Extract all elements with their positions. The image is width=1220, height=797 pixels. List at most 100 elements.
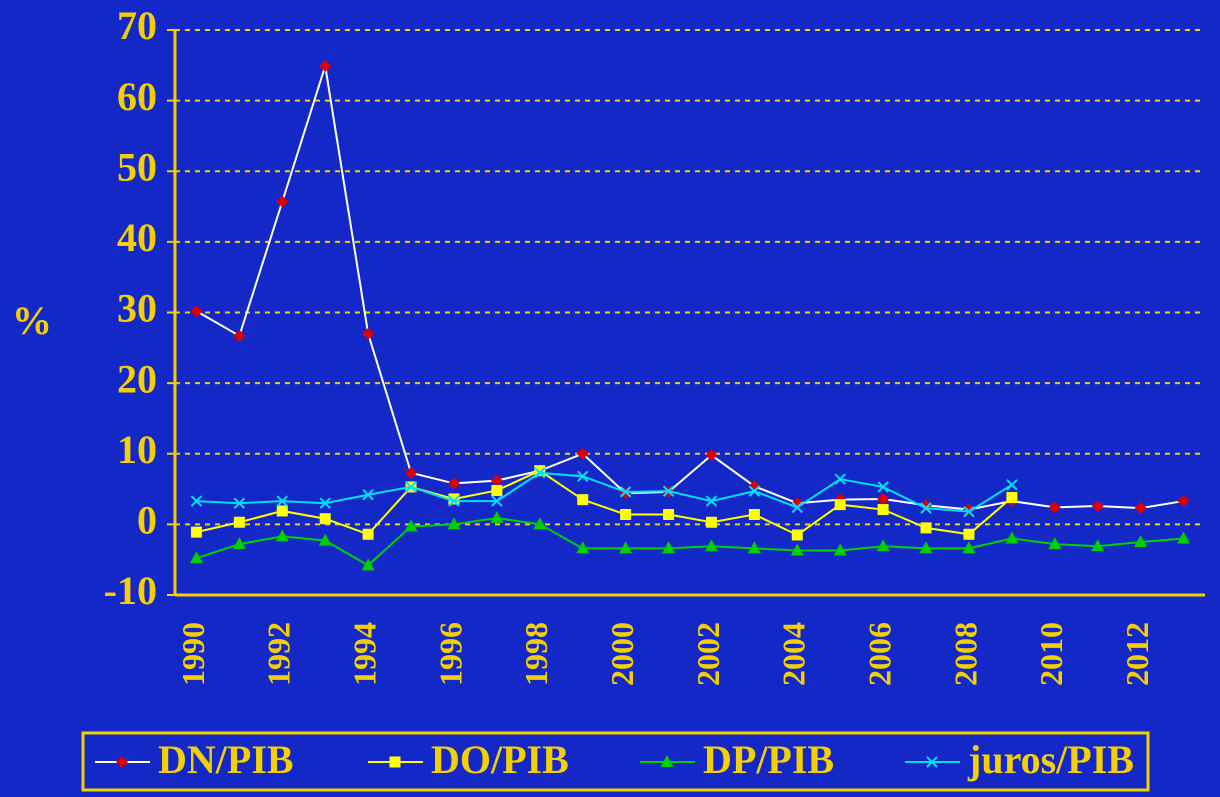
y-tick-label: 0	[137, 498, 157, 543]
marker	[834, 499, 846, 511]
x-tick-label: 2002	[690, 622, 726, 686]
marker	[705, 449, 718, 462]
marker	[448, 495, 460, 507]
marker	[490, 511, 504, 524]
marker	[490, 474, 503, 487]
marker	[660, 755, 674, 767]
x-tick-label: 1992	[261, 622, 297, 686]
x-tick-label: 2000	[604, 622, 640, 686]
x-tick-label: 1996	[432, 622, 468, 686]
series-line	[196, 471, 1013, 513]
marker	[963, 528, 975, 540]
marker	[1005, 531, 1019, 544]
x-tick-label: 1990	[175, 622, 211, 686]
marker	[362, 528, 374, 540]
marker	[663, 508, 675, 520]
marker	[233, 516, 245, 528]
marker	[319, 60, 332, 73]
marker	[962, 503, 975, 516]
marker	[1177, 531, 1191, 544]
marker	[361, 558, 375, 571]
marker	[276, 505, 288, 517]
legend-label: DO/PIB	[431, 737, 569, 782]
marker	[919, 541, 933, 554]
marker	[876, 539, 890, 552]
marker	[1177, 495, 1190, 508]
marker	[319, 497, 331, 509]
marker	[448, 493, 460, 505]
marker	[189, 551, 203, 564]
marker	[791, 501, 803, 514]
legend-label: juros/PIB	[967, 737, 1134, 782]
series-line	[195, 65, 1184, 511]
marker	[790, 543, 804, 556]
marker	[190, 526, 202, 538]
marker	[233, 329, 246, 342]
y-tick-label: 40	[117, 215, 157, 260]
y-axis-label: %	[12, 298, 52, 343]
marker	[404, 519, 418, 532]
marker	[576, 541, 590, 554]
y-tick-label: 50	[117, 144, 157, 189]
marker	[362, 327, 375, 340]
marker	[877, 492, 890, 505]
marker	[276, 495, 288, 507]
x-tick-label: 2006	[861, 622, 897, 686]
legend: DN/PIB DO/PIB DP/PIB juros/PIB	[81, 731, 1150, 792]
marker	[926, 756, 938, 768]
marker	[620, 508, 632, 520]
x-tick-label: 2012	[1119, 622, 1155, 686]
x-tick-label: 2008	[947, 622, 983, 686]
marker	[619, 541, 633, 554]
marker	[275, 529, 289, 542]
y-tick-label: 10	[117, 427, 157, 472]
marker	[190, 495, 203, 507]
marker	[662, 485, 675, 497]
marker	[533, 517, 547, 530]
marker	[1048, 501, 1061, 514]
x-tick-label: 2010	[1033, 622, 1069, 686]
series-line	[196, 469, 1013, 537]
marker	[662, 541, 676, 554]
marker	[405, 466, 418, 479]
series-line	[196, 517, 1184, 567]
marker	[389, 756, 401, 768]
marker	[748, 485, 761, 497]
marker	[833, 543, 847, 556]
marker	[619, 486, 632, 498]
marker	[405, 481, 417, 493]
marker	[705, 495, 718, 507]
marker	[1006, 479, 1018, 491]
marker	[834, 473, 846, 485]
marker	[963, 505, 975, 518]
marker	[962, 541, 976, 554]
marker	[748, 508, 760, 520]
marker	[747, 541, 761, 554]
x-tick-label: 1998	[518, 622, 554, 686]
legend-box	[81, 731, 1150, 792]
marker	[319, 513, 331, 525]
legend-label: DP/PIB	[703, 737, 834, 782]
marker	[491, 484, 503, 496]
marker	[920, 522, 932, 534]
y-tick-label: 60	[117, 74, 157, 119]
marker	[534, 467, 546, 479]
marker	[447, 517, 461, 530]
marker	[791, 529, 803, 541]
y-tick-label: 70	[117, 3, 157, 48]
marker	[233, 497, 246, 509]
marker	[1048, 537, 1062, 550]
marker	[447, 477, 460, 490]
y-tick-label: 20	[117, 356, 157, 401]
marker	[705, 516, 717, 528]
marker	[877, 481, 889, 493]
y-tick-label: -10	[104, 568, 157, 613]
marker	[1134, 535, 1148, 548]
marker	[877, 504, 889, 516]
legend-label: DN/PIB	[158, 737, 294, 782]
y-tick-label: 30	[117, 286, 157, 331]
marker	[116, 756, 128, 768]
marker	[576, 447, 589, 460]
marker	[1134, 502, 1147, 515]
